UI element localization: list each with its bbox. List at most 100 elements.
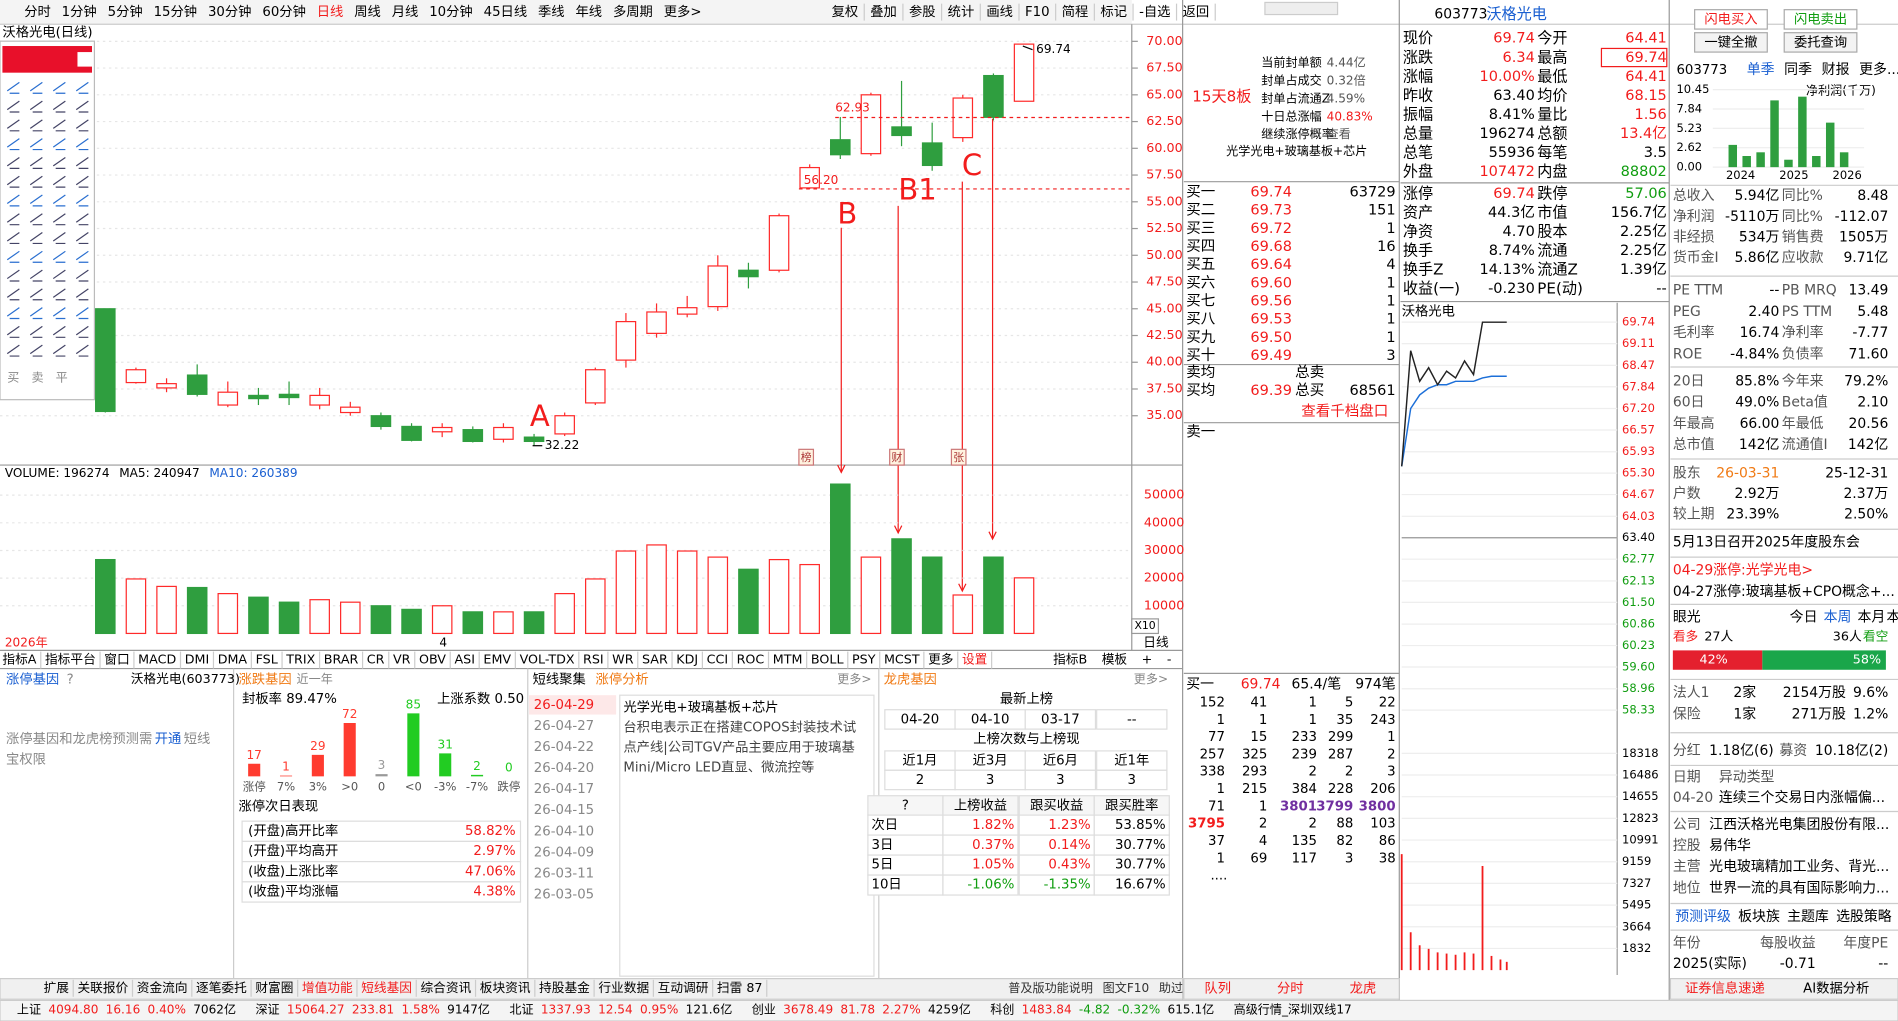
date-item[interactable]: 26-03-11 [534,866,594,881]
period-tab[interactable]: 周线 [354,4,381,20]
indicator-tab[interactable]: 指标A [2,652,36,667]
indicator-tab[interactable]: + [1142,652,1153,667]
tool-button[interactable]: 画线 [986,4,1013,20]
period-tab[interactable]: 1分钟 [62,3,97,20]
more-link[interactable]: 更多> [1134,672,1168,686]
bottom-tab[interactable]: 扩展 [44,980,70,995]
rating-tab[interactable]: 选股策略 [1836,908,1892,925]
news-item[interactable]: 5月13日召开2025年度股东会 [1673,535,1860,551]
book-tab[interactable]: 分时 [1277,980,1304,996]
date-item[interactable]: 26-04-15 [534,803,594,818]
indicator-tab[interactable]: CR [367,652,385,667]
event-marker-label[interactable]: 张 [953,451,964,464]
indicator-tab[interactable]: BRAR [324,652,359,667]
period-tab[interactable]: 年线 [575,4,602,20]
tool-button[interactable]: 返回 [1183,4,1210,20]
book-tab[interactable]: 龙虎 [1350,980,1377,996]
date-item[interactable]: 26-04-17 [534,782,594,797]
finance-tab[interactable]: 更多... [1859,61,1898,78]
period-tab[interactable]: 45日线 [484,4,528,20]
bottom-tab[interactable]: 资金流向 [137,980,188,995]
indicator-tab[interactable]: 窗口 [104,652,129,667]
bottom-tab[interactable]: 增值功能 [302,980,353,995]
indicator-tab[interactable]: DMI [185,652,209,667]
period-tab[interactable]: 5分钟 [108,3,143,20]
indicator-tab[interactable]: ROC [737,652,765,667]
period-tab[interactable]: 30分钟 [208,3,252,20]
indicator-tab[interactable]: MACD [138,652,176,667]
indicator-tab[interactable]: 指标平台 [45,652,96,667]
bottom-tab[interactable]: 普及版功能说明 [1008,980,1093,995]
period-tab[interactable]: 多周期 [613,3,653,20]
bottom-tab[interactable]: 财富圈 [255,980,293,995]
period-tab[interactable]: 分时 [24,4,51,20]
indicator-tab[interactable]: KDJ [676,652,698,667]
indicator-tab[interactable]: FSL [256,652,279,667]
panel-tab[interactable]: 涨停分析 [596,670,649,687]
indicator-tab[interactable]: - [1167,652,1172,667]
action-button[interactable]: 一键全撤 [1704,33,1757,50]
tool-button[interactable]: 叠加 [870,4,897,20]
footer-link[interactable]: AI数据分析 [1803,980,1869,996]
trade-tool[interactable]: 买 [7,370,19,384]
indicator-tab[interactable]: MTM [773,652,803,667]
bottom-tab[interactable]: 扫雷 87 [717,980,763,995]
panel-tab[interactable]: 短线聚集 [533,671,586,687]
date-item[interactable]: 26-04-29 [534,698,594,713]
indicator-tab[interactable]: 模板 [1102,652,1128,667]
period-tab[interactable]: 15分钟 [154,3,198,20]
date-item[interactable]: 26-03-05 [534,888,594,903]
trade-tool[interactable]: 卖 [31,370,43,384]
more-link[interactable]: 更多> [837,672,871,686]
indicator-tab[interactable]: TRIX [285,652,315,667]
news-item[interactable]: 04-27涨停:玻璃基板+CPO概念+... [1673,583,1895,600]
view-tab[interactable]: 今日 [1790,610,1818,626]
indicator-tab[interactable]: EMV [483,652,511,667]
bottom-tab[interactable]: 板块资讯 [480,980,531,995]
help-icon[interactable]: ? [67,672,74,687]
tool-button[interactable]: -自选 [1139,4,1170,20]
bottom-tab[interactable]: 短线基因 [361,980,412,995]
tool-button[interactable]: 参股 [909,3,936,20]
view-tab[interactable]: 本月 [1857,610,1885,626]
period-tab[interactable]: 10分钟 [429,3,473,20]
event-marker-label[interactable]: 榜 [801,450,812,464]
rating-tab[interactable]: 主题库 [1787,909,1829,925]
book-tab[interactable]: 队列 [1204,980,1231,996]
date-item[interactable]: 26-04-27 [534,719,594,734]
footer-link[interactable]: 证券信息速递 [1685,979,1765,996]
tool-button[interactable]: F10 [1025,5,1050,20]
indicator-tab[interactable]: BOLL [811,652,845,667]
date-item[interactable]: 26-04-20 [534,761,594,776]
indicator-tab[interactable]: WR [612,652,634,667]
period-tab[interactable]: 60分钟 [262,3,306,20]
action-button[interactable]: 闪电买入 [1704,11,1757,27]
deep-link[interactable]: 查看千档盘口 [1301,402,1388,420]
finance-tab[interactable]: 财报 [1822,62,1850,78]
tool-button[interactable]: 标记 [1100,4,1127,20]
action-button[interactable]: 闪电卖出 [1794,11,1847,27]
notice[interactable]: 开通 [155,731,182,747]
indicator-tab[interactable]: PSY [852,652,876,667]
trade-tool[interactable]: 平 [56,370,68,384]
finance-tab[interactable]: 单季 [1747,62,1775,78]
rating-tab[interactable]: 预测评级 [1675,909,1731,925]
indicator-tab[interactable]: CCI [707,652,728,667]
period-tab[interactable]: 日线 [317,4,344,20]
finance-tab[interactable]: 同季 [1784,62,1812,78]
indicator-tab[interactable]: ASI [454,652,474,667]
news-item[interactable]: 04-29涨停:光学光电> [1673,561,1813,578]
bottom-tab[interactable]: 逐笔委托 [196,980,247,995]
view-tab[interactable]: 本周 [1824,610,1852,626]
bottom-tab[interactable]: 综合资讯 [420,980,471,995]
tool-button[interactable]: 统计 [948,4,975,20]
indicator-tab[interactable]: MCST [884,652,920,667]
view-tab[interactable]: 本年 [1887,610,1898,626]
date-item[interactable]: 26-04-10 [534,824,594,839]
indicator-tab[interactable]: DMA [218,652,248,667]
period-tab[interactable]: 季线 [538,4,565,20]
bottom-tab[interactable]: 持股基金 [539,980,590,995]
period-tab[interactable]: 月线 [392,4,419,20]
date-item[interactable]: 26-04-09 [534,845,594,860]
indicator-tab[interactable]: SAR [642,652,668,667]
